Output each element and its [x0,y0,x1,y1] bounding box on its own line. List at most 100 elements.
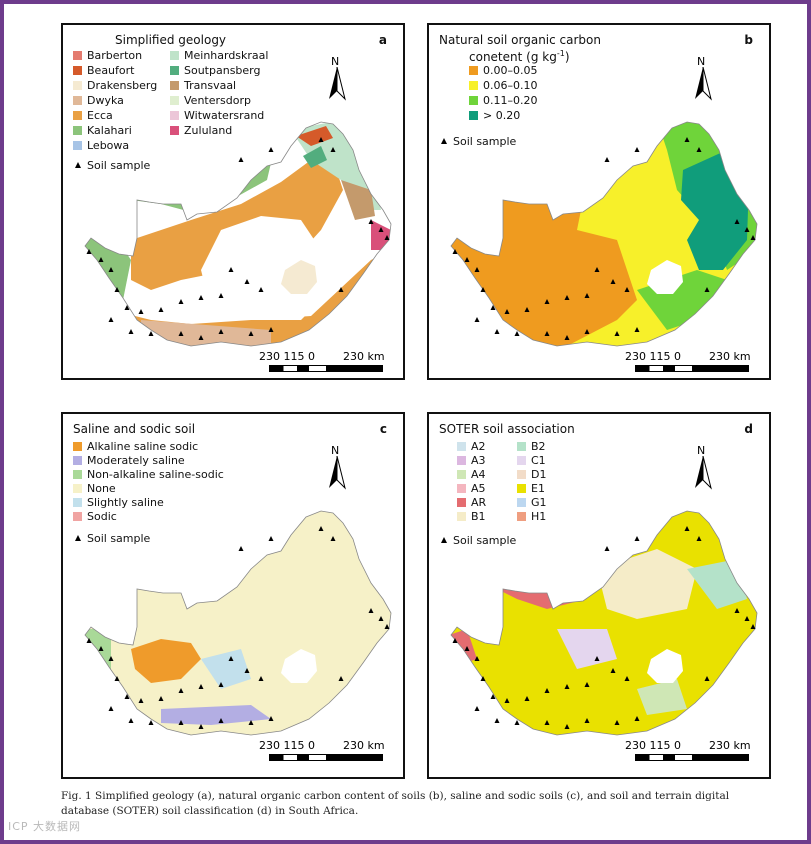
region-moderately-saline [161,705,271,725]
soil-sample-marker [238,157,244,162]
soil-sample-marker [108,317,114,322]
legend-swatch [170,126,179,135]
region-transvaal [341,180,375,220]
legend-item: Zululand [170,124,232,137]
soil-sample-legend: Soil sample [441,534,516,547]
soil-sample-marker [696,147,702,152]
soil-sample-marker [464,646,470,651]
triangle-icon [441,537,447,543]
legend-swatch [170,66,179,75]
legend-swatch [469,96,478,105]
legend-item: Kalahari [73,124,132,137]
soil-sample-marker [504,698,510,703]
soil-sample-marker [704,676,710,681]
soil-sample-marker [198,724,204,729]
legend-swatch [73,51,82,60]
legend-label: Soutpansberg [184,64,261,77]
soil-sample-marker [634,147,640,152]
legend-label: Kalahari [87,124,132,137]
legend-swatch [73,96,82,105]
soil-sample-marker [474,706,480,711]
soil-sample-marker [514,720,520,725]
legend-item: B2 [517,440,546,453]
region-e1 [451,511,757,735]
region-c1 [557,629,617,669]
caption-line: Fig. 1 Simplified geology (a), natural o… [61,790,730,802]
soil-sample-marker [744,227,750,232]
soil-sample-marker [634,327,640,332]
soil-sample-marker [384,235,390,240]
soil-sample-marker [494,329,500,334]
soil-sample-marker [384,624,390,629]
soil-sample-marker [544,299,550,304]
soil-sample-marker [258,287,264,292]
legend-item: A5 [457,482,486,495]
legend-swatch [469,81,478,90]
soil-sample-marker [108,656,114,661]
legend-swatch [73,442,82,451]
legend-swatch [517,484,526,493]
region-slightly-saline [201,649,251,689]
panel-saline-sodic: Saline and sodic soil c Alkaline saline … [61,412,405,779]
region-west-coast [85,230,131,310]
soil-sample-marker [584,329,590,334]
soil-sample-marker [228,656,234,661]
soil-sample-marker [330,147,336,152]
soil-sample-marker [218,293,224,298]
soil-sample-marker [218,329,224,334]
legend-swatch [73,470,82,479]
legend-item: G1 [517,496,547,509]
soil-sample-marker [244,668,250,673]
map-south-africa [450,121,758,347]
country-outline [450,510,758,736]
legend-swatch [170,81,179,90]
soil-sample-marker [544,720,550,725]
legend-label: None [87,482,116,495]
soil-sample-marker [114,676,120,681]
legend-label: 0.06–0.10 [483,79,538,92]
legend-swatch [469,111,478,120]
legend-swatch [457,512,466,521]
legend-label: A5 [471,482,486,495]
soil-sample-marker [610,279,616,284]
soil-sample-marker [378,616,384,621]
lesotho-blank [647,260,683,294]
soil-sample-marker [368,608,374,613]
soil-sample-marker [178,331,184,336]
soil-sample-marker [584,293,590,298]
soil-sample-marker [544,331,550,336]
soil-sample-marker [178,299,184,304]
legend-label: AR [471,496,487,509]
panel-soter: SOTER soil association d A2 A3 A4 A5 AR B1 B2… [427,412,771,779]
soil-sample-marker [564,684,570,689]
legend-item: Dwyka [73,94,124,107]
soil-sample-marker [464,257,470,262]
north-arrow: N [691,55,715,105]
soil-sample-marker [108,706,114,711]
panel-title: Saline and sodic soil [73,422,196,436]
legend-item: Meinhardskraal [170,49,268,62]
panel-title: Natural soil organic carbon conetent (g … [439,33,601,64]
north-arrow: N [325,444,349,494]
soil-sample-marker [564,295,570,300]
north-arrow: N [325,55,349,105]
legend-swatch [170,96,179,105]
legend-label: A3 [471,454,486,467]
region-alkaline-saline-sodic [131,639,201,683]
soil-sample-marker [248,720,254,725]
soil-sample-marker [594,656,600,661]
soil-sample-marker [696,536,702,541]
legend-label: Transvaal [184,79,237,92]
legend-label: Zululand [184,124,233,137]
soil-sample-marker [744,616,750,621]
soil-sample-marker [514,331,520,336]
soil-sample-marker [368,219,374,224]
soil-sample-marker [258,676,264,681]
region-sodic [85,655,95,673]
north-arrow-icon [329,456,346,490]
legend-swatch [73,126,82,135]
soil-sample-marker [128,329,134,334]
soil-sample-marker [624,287,630,292]
legend-label: Non-alkaline saline-sodic [87,468,224,481]
legend-item: Non-alkaline saline-sodic [73,468,224,481]
